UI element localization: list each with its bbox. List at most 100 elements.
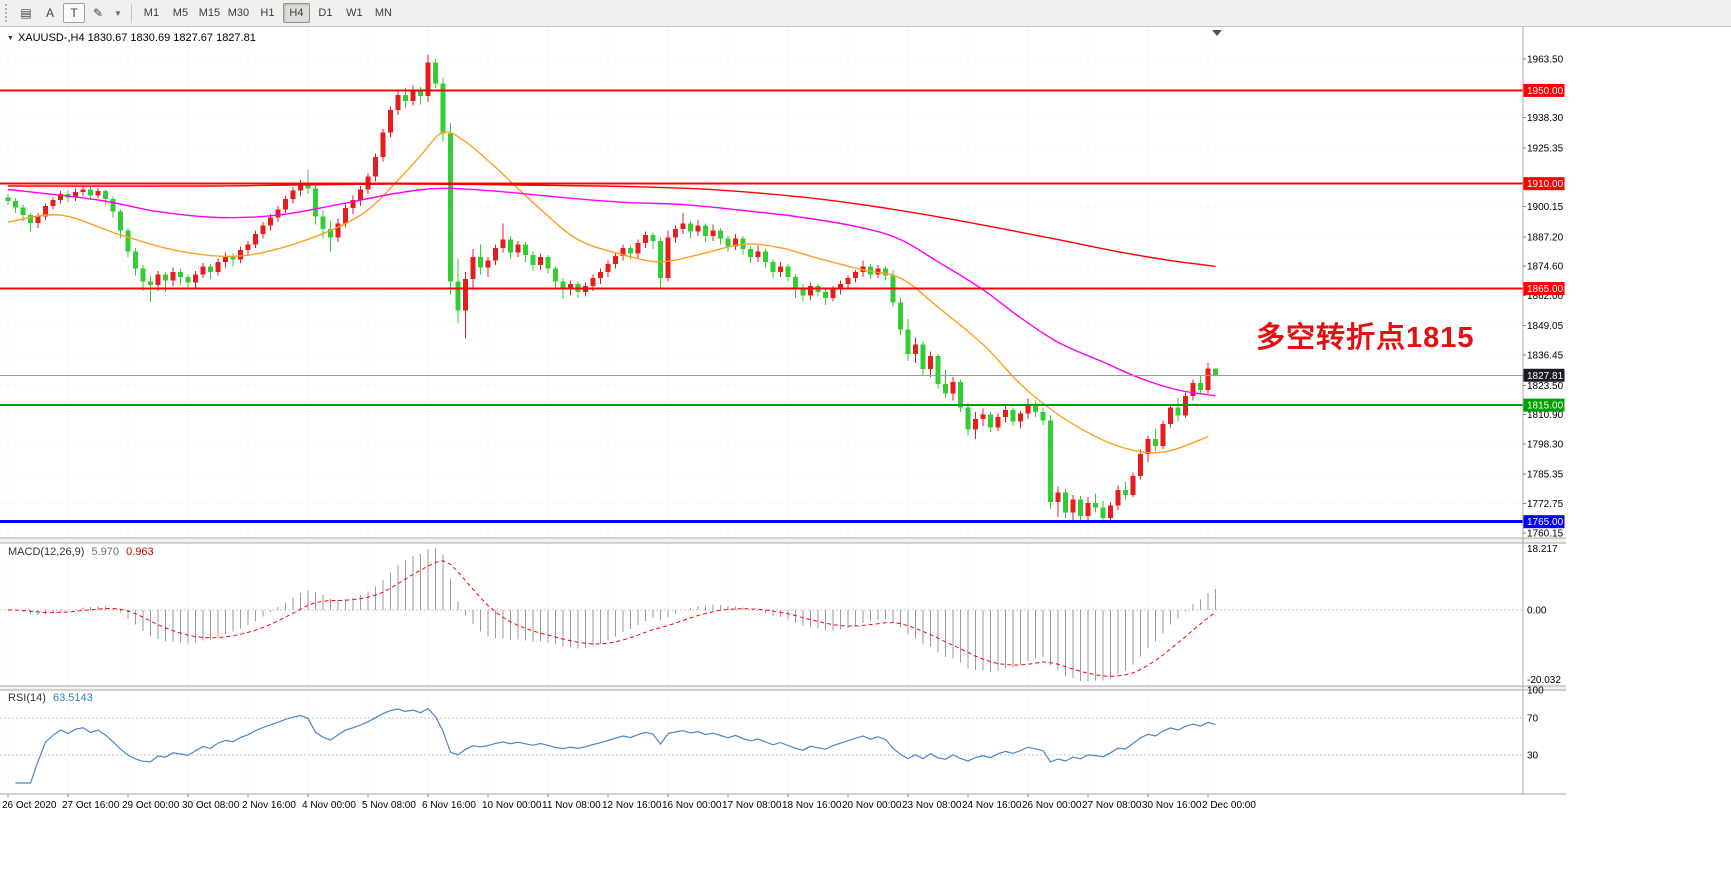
- time-axis-label: 4 Nov 00:00: [302, 800, 356, 811]
- timeframe-d1-button[interactable]: D1: [318, 7, 333, 19]
- macd-main-value: 5.970: [91, 546, 120, 558]
- price-level-badge: 1765.00: [1523, 515, 1565, 529]
- candle: [1153, 428, 1158, 452]
- candle: [1130, 472, 1136, 498]
- candle: [170, 267, 176, 287]
- chart-shift-marker: [1212, 30, 1222, 36]
- rsi-label: RSI(14) 63.5143: [8, 692, 93, 704]
- timeframe-mn-button[interactable]: MN: [374, 7, 392, 19]
- candle: [905, 318, 911, 361]
- candle: [1025, 398, 1031, 420]
- candle: [650, 232, 656, 249]
- candle: [1018, 410, 1023, 429]
- candle: [763, 248, 768, 268]
- timeframe-h1-button[interactable]: H1: [260, 7, 275, 19]
- candle: [208, 264, 213, 280]
- timeframe-m30-button[interactable]: M30: [227, 7, 250, 19]
- price-axis-label: 1862.00: [1527, 291, 1564, 302]
- price-axis[interactable]: 1963.50 1938.30 1925.35 1900.15 1887.20 1874.…: [1523, 54, 1565, 539]
- candle: [388, 106, 393, 138]
- candle: [1123, 482, 1128, 500]
- trend-annotation-text[interactable]: 多空转折点1815: [1256, 322, 1475, 354]
- candle: [1213, 368, 1218, 376]
- macd-axis-label: -20.032: [1527, 675, 1561, 686]
- candle: [793, 274, 798, 298]
- candle: [838, 280, 843, 295]
- rsi-line: [15, 707, 1216, 784]
- timeframe-m1-button[interactable]: M1: [143, 7, 160, 19]
- bid-price-badge: 1827.81: [1523, 368, 1565, 382]
- price-axis-label: 1938.30: [1527, 113, 1564, 124]
- candle: [898, 297, 903, 336]
- font-tool-button[interactable]: A: [45, 6, 54, 20]
- candle: [688, 220, 693, 239]
- timeframe-m5-button[interactable]: M5: [172, 7, 189, 19]
- toolbar: ▤ A T ✎ ▼ M1 M5 M15 M30 H1 H4 D1 W1 MN: [0, 0, 1731, 27]
- toolbar-separator: [130, 3, 132, 23]
- candle: [95, 187, 101, 199]
- candle: [1003, 405, 1008, 423]
- timeframe-h4-button[interactable]: H4: [282, 3, 310, 23]
- candle: [1138, 449, 1143, 480]
- candle: [1205, 363, 1211, 394]
- draw-tool-button[interactable]: ✎: [92, 6, 104, 20]
- candle: [140, 265, 146, 291]
- macd-axis: 18.217 0.00 -20.032: [1527, 544, 1561, 686]
- candle: [958, 379, 963, 413]
- candle: [800, 283, 806, 302]
- price-axis-label: 1798.30: [1527, 440, 1564, 451]
- toolbar-grip[interactable]: [5, 4, 11, 22]
- candle: [943, 370, 948, 399]
- draw-tool-caret-button[interactable]: ▼: [114, 8, 122, 18]
- candle: [523, 241, 528, 262]
- timeframe-m15-button[interactable]: M15: [198, 7, 221, 19]
- candle: [1040, 407, 1046, 425]
- candle: [755, 245, 761, 262]
- candle: [853, 269, 858, 283]
- candle: [88, 187, 93, 200]
- candle: [298, 180, 303, 197]
- timeframe-w1-button[interactable]: W1: [346, 7, 363, 19]
- candle: [860, 260, 866, 277]
- time-axis[interactable]: 26 Oct 2020 27 Oct 16:00 29 Oct 00:00 30 Oc…: [2, 794, 1256, 811]
- candle: [80, 185, 86, 197]
- candle: [950, 377, 956, 401]
- candle: [1085, 497, 1091, 521]
- time-axis-label: 20 Nov 00:00: [842, 800, 902, 811]
- candle: [785, 264, 791, 282]
- chart-mode-button[interactable]: ▤: [20, 6, 32, 20]
- candle: [1175, 398, 1181, 422]
- candle: [965, 402, 971, 436]
- candle: [583, 282, 588, 297]
- candle: [13, 198, 18, 213]
- chart-canvas[interactable]: 1963.50 1938.30 1925.35 1900.15 1887.20 1874.…: [0, 0, 1566, 812]
- candle: [515, 240, 521, 258]
- rsi-axis-label: 30: [1527, 751, 1539, 762]
- svg-text:1910.00: 1910.00: [1527, 179, 1564, 190]
- candle: [290, 187, 296, 204]
- time-axis-label: 16 Nov 00:00: [662, 800, 722, 811]
- time-axis-label: 23 Nov 08:00: [902, 800, 962, 811]
- candle: [28, 212, 33, 232]
- candle: [980, 408, 986, 427]
- candle: [1145, 435, 1151, 463]
- candle: [1063, 489, 1068, 519]
- time-axis-label: 18 Nov 16:00: [782, 800, 842, 811]
- candle: [193, 271, 198, 288]
- one-click-trading-icon[interactable]: ▼: [7, 34, 14, 42]
- price-axis-label: 1810.90: [1527, 410, 1564, 421]
- candle: [733, 233, 738, 251]
- price-axis-label: 1874.60: [1527, 262, 1564, 273]
- candle: [973, 412, 978, 439]
- candle: [448, 123, 453, 295]
- candle: [1168, 403, 1173, 428]
- candle: [1198, 374, 1203, 395]
- candle: [643, 231, 648, 248]
- text-tool-button[interactable]: T: [63, 3, 85, 23]
- candle: [373, 153, 378, 182]
- candle: [185, 274, 191, 290]
- price-axis-label: 1963.50: [1527, 54, 1564, 65]
- candle: [200, 262, 206, 279]
- price-level-badge: 1950.00: [1523, 83, 1565, 97]
- macd-panel: [0, 548, 1523, 681]
